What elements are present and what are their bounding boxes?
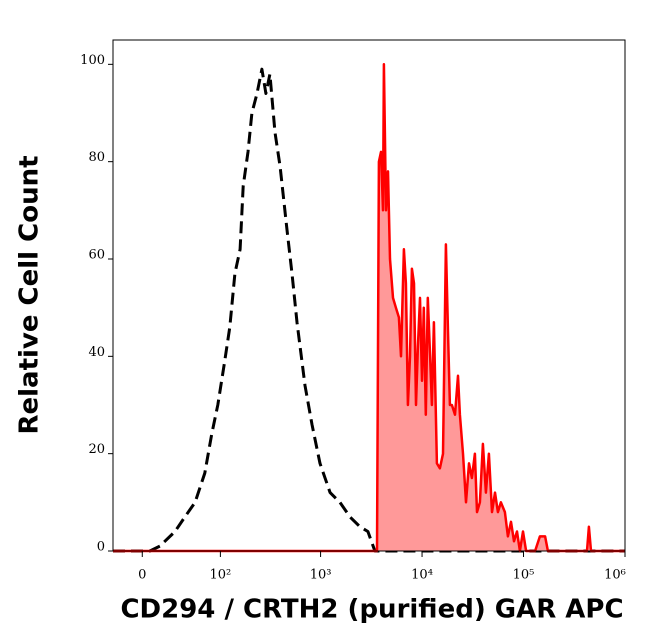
- plot-frame: [112, 39, 626, 552]
- x-tick-label: 10⁴: [411, 568, 433, 583]
- y-axis-title: Relative Cell Count: [15, 155, 45, 434]
- x-tick-label: 10⁵: [513, 568, 535, 583]
- plot-area: [113, 63, 625, 553]
- series-line: [113, 63, 625, 553]
- y-tick-label: 20: [88, 442, 105, 457]
- y-tick-label: 80: [88, 150, 105, 165]
- y-tick-label: 100: [80, 53, 105, 68]
- x-tick-label: 10²: [210, 568, 232, 583]
- y-tick-label: 0: [97, 540, 105, 555]
- x-tick-label: 0: [138, 568, 146, 583]
- x-tick-label: 10³: [310, 568, 332, 583]
- x-axis-title: CD294 / CRTH2 (purified) GAR APC: [120, 595, 623, 625]
- y-tick-label: 60: [88, 248, 105, 263]
- y-tick-label: 40: [88, 345, 105, 360]
- area: [113, 64, 625, 552]
- series-line: [113, 67, 625, 553]
- x-tick-label: 10⁶: [604, 568, 626, 583]
